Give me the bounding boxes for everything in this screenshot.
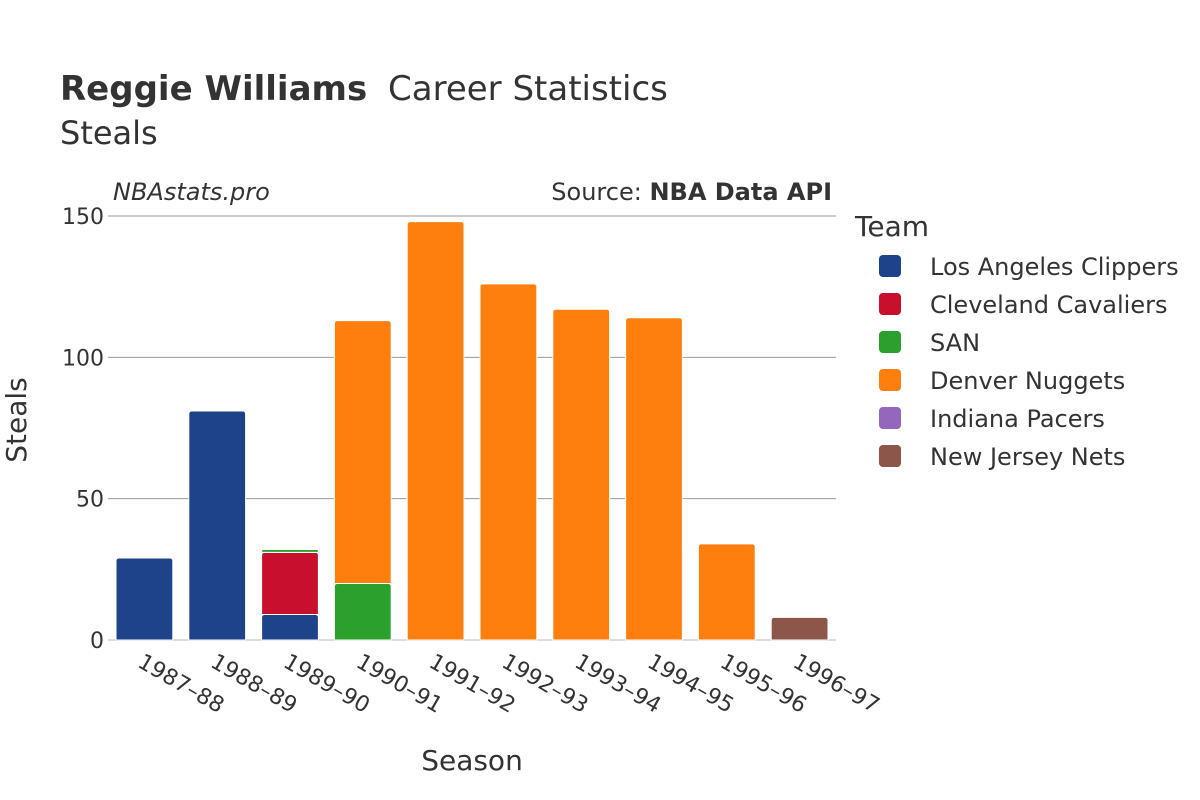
- y-tick-label: 150: [62, 205, 104, 230]
- legend-swatch: [879, 369, 901, 391]
- bar-segment: [552, 308, 611, 641]
- y-tick-label: 100: [62, 346, 104, 371]
- source-name: NBA Data API: [649, 178, 832, 206]
- legend-swatch: [879, 331, 901, 353]
- legend-swatch: [879, 293, 901, 315]
- legend-label: Cleveland Cavaliers: [930, 291, 1167, 319]
- bar-segment: [261, 549, 319, 553]
- chart-title: Reggie Williams Career Statistics: [60, 69, 668, 109]
- source-prefix: Source:: [551, 178, 649, 206]
- legend-label: SAN: [930, 329, 980, 357]
- chart-title-player: Reggie Williams: [60, 69, 367, 109]
- source-label: Source: NBA Data API: [551, 178, 832, 206]
- chart-title-rest: Career Statistics: [388, 69, 668, 109]
- bar-segment: [479, 283, 538, 641]
- x-tick-labels: 1987–881988–891989–901990–911991–921992–…: [133, 650, 883, 719]
- bars: [115, 221, 829, 641]
- legend-label: New Jersey Nets: [930, 443, 1125, 471]
- bar-segment: [333, 582, 392, 641]
- watermark: NBAstats.pro: [113, 178, 270, 206]
- bar-segment: [261, 551, 319, 616]
- bar-segment: [188, 410, 247, 641]
- legend-label: Denver Nuggets: [930, 367, 1125, 395]
- x-axis-title: Season: [421, 744, 523, 777]
- legend-label: Indiana Pacers: [930, 405, 1105, 433]
- bar-segment: [697, 543, 756, 641]
- y-tick-label: 50: [76, 488, 104, 513]
- bar-segment: [115, 557, 174, 641]
- y-axis-title: Steals: [0, 377, 33, 463]
- legend-swatch: [879, 445, 901, 467]
- legend-swatch: [879, 407, 901, 429]
- bar-segment: [406, 221, 465, 641]
- y-tick-label: 0: [90, 629, 104, 654]
- legend-label: Los Angeles Clippers: [930, 253, 1179, 281]
- legend-swatch: [879, 255, 901, 277]
- bar-segment: [333, 320, 392, 584]
- chart-subtitle: Steals: [60, 114, 158, 152]
- bar-segment: [770, 616, 829, 641]
- bar-segment: [261, 614, 319, 641]
- y-tick-labels: 0 50 100 150: [62, 205, 104, 654]
- legend: Los Angeles Clippers Cleveland Cavaliers S…: [879, 253, 1179, 471]
- bar-segment: [625, 317, 683, 641]
- legend-title: Team: [854, 210, 929, 243]
